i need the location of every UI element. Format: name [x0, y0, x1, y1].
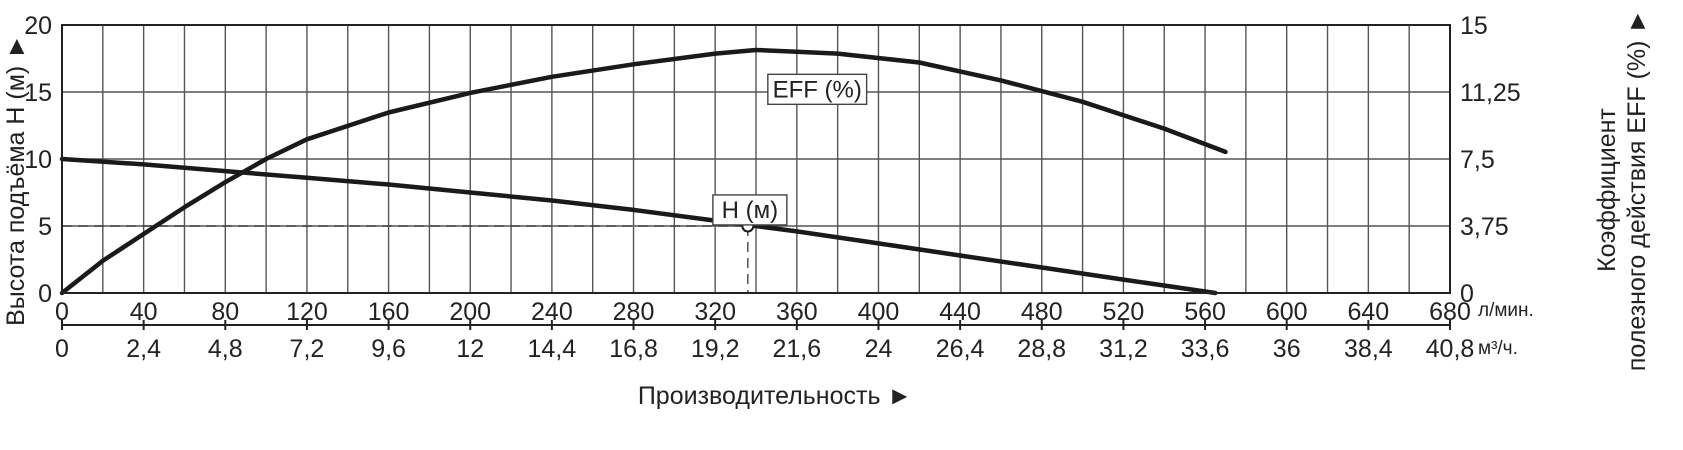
y-right-axis-title-line2: полезного действия EFF (%) ► — [1623, 9, 1651, 371]
x-secondary-tick-label: 31,2 — [1099, 335, 1148, 363]
x-secondary-tick-label: 16,8 — [609, 335, 658, 363]
y-left-axis-title: Высота подъёма H (м) ► — [2, 34, 30, 326]
x-secondary-tick-label: 24 — [865, 335, 893, 363]
x-secondary-tick-label: 19,2 — [691, 335, 740, 363]
x-secondary-tick-label: 7,2 — [290, 335, 325, 363]
x-primary-tick-label: 200 — [449, 298, 491, 326]
head-curve-label: H (м) — [722, 197, 778, 224]
y-left-tick-label: 15 — [24, 79, 52, 107]
x-primary-tick-label: 480 — [1021, 298, 1063, 326]
y-left-tick-label: 0 — [38, 280, 52, 308]
x-secondary-tick-label: 4,8 — [208, 335, 243, 363]
y-right-tick-label: 7,5 — [1460, 146, 1495, 174]
x-secondary-tick-label: 0 — [55, 335, 69, 363]
x-primary-tick-label: 40 — [130, 298, 158, 326]
x-primary-tick-label: 160 — [368, 298, 410, 326]
y-left-tick-label: 10 — [24, 146, 52, 174]
x-secondary-tick-label: 9,6 — [371, 335, 406, 363]
grid-lines — [61, 24, 1451, 294]
x-secondary-unit: м³/ч. — [1478, 338, 1518, 359]
x-secondary-tick-label: 14,4 — [528, 335, 577, 363]
efficiency-curve-label-box — [767, 73, 868, 106]
x-secondary-tick-label: 12 — [456, 335, 484, 363]
efficiency-curve-label: EFF (%) — [773, 76, 862, 103]
y-right-axis-title-line1: Коэффициент — [1593, 108, 1621, 272]
y-right-tick-label: 11,25 — [1460, 79, 1521, 107]
efficiency-curve — [59, 47, 1228, 296]
x-secondary-tick-label: 36 — [1273, 335, 1301, 363]
x-secondary-tick-label: 21,6 — [772, 335, 821, 363]
y-right-tick-label: 15 — [1460, 12, 1488, 40]
x-primary-tick-label: 280 — [613, 298, 655, 326]
x-primary-tick-label: 320 — [694, 298, 736, 326]
x-primary-tick-label: 680 — [1429, 298, 1471, 326]
x-primary-tick-label: 0 — [55, 298, 69, 326]
x-secondary-tick-label: 26,4 — [936, 335, 985, 363]
x-primary-tick-label: 520 — [1103, 298, 1145, 326]
series-lines — [59, 47, 1228, 296]
x-secondary-tick-label: 2,4 — [126, 335, 161, 363]
head-curve-label-box — [712, 194, 788, 226]
y-left-tick-label: 5 — [38, 213, 52, 241]
x-secondary-tick-label: 33,6 — [1181, 335, 1230, 363]
head-curve — [59, 156, 1218, 296]
x-axis-title: Производительность ► — [638, 382, 912, 410]
x-primary-tick-label: 440 — [939, 298, 981, 326]
x-secondary-tick-label: 28,8 — [1017, 335, 1066, 363]
y-right-tick-label: 3,75 — [1460, 213, 1509, 241]
x-secondary-tick-label: 38,4 — [1344, 335, 1393, 363]
y-right-tick-label: 0 — [1460, 280, 1474, 308]
x-primary-tick-label: 120 — [286, 298, 328, 326]
x-primary-tick-label: 640 — [1347, 298, 1389, 326]
operating-point-guides — [62, 225, 749, 293]
x-primary-tick-label: 360 — [776, 298, 818, 326]
x-primary-tick-label: 400 — [858, 298, 900, 326]
x-primary-tick-label: 80 — [211, 298, 239, 326]
axis-labels: Производительность ► Высота подъёма H (м)… — [2, 9, 1651, 410]
markers: EFF (%) H (м) — [712, 73, 868, 233]
plot-border — [61, 24, 1451, 294]
x-secondary-tick-label: 40,8 — [1426, 335, 1475, 363]
x-primary-unit: л/мин. — [1478, 300, 1534, 321]
y-left-tick-label: 20 — [24, 12, 52, 40]
x-primary-tick-label: 600 — [1266, 298, 1308, 326]
plot-frame — [61, 24, 1451, 330]
x-primary-tick-label: 240 — [531, 298, 573, 326]
x-primary-tick-label: 560 — [1184, 298, 1226, 326]
